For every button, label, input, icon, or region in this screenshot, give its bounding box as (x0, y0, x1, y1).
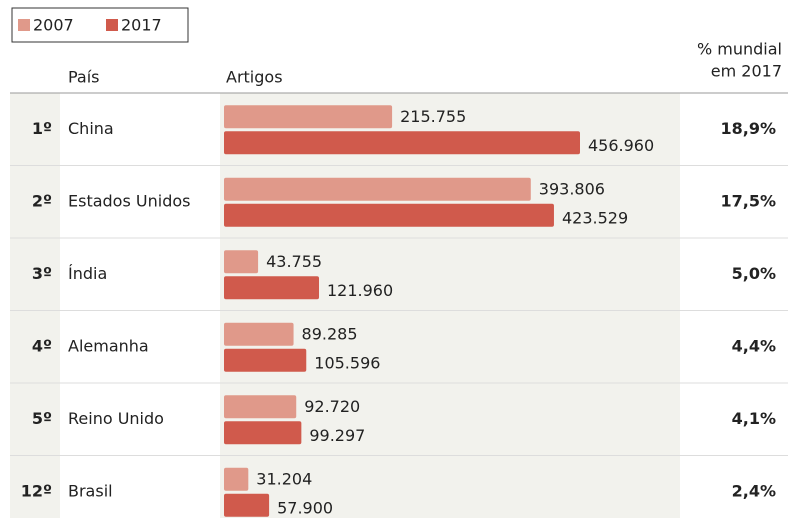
value-label: 43.755 (266, 252, 322, 271)
share: 4,4% (732, 336, 776, 355)
share: 5,0% (732, 264, 776, 283)
value-label: 99.297 (309, 426, 365, 445)
legend-swatch (106, 19, 118, 31)
value-label: 423.529 (562, 208, 628, 227)
value-label: 456.960 (588, 136, 654, 155)
bar (224, 105, 393, 129)
country: Alemanha (68, 336, 149, 355)
rank: 12º (21, 481, 52, 500)
share: 2,4% (732, 481, 776, 500)
value-label: 89.285 (302, 324, 358, 343)
bar (224, 421, 302, 445)
bar (224, 467, 249, 491)
country: Brasil (68, 481, 113, 500)
country: China (68, 119, 114, 138)
legend-label: 2017 (121, 16, 162, 35)
bar (224, 131, 580, 155)
bar (224, 493, 270, 517)
header-share: % mundial (697, 40, 782, 59)
country: Índia (68, 264, 107, 283)
legend-swatch (18, 19, 30, 31)
value-label: 57.900 (277, 498, 333, 517)
value-label: 105.596 (314, 353, 380, 372)
rank: 3º (32, 264, 52, 283)
bar (224, 177, 531, 201)
rank: 2º (32, 191, 52, 210)
header-articles: Artigos (226, 68, 283, 87)
rank-column-bg (10, 93, 60, 518)
share: 4,1% (732, 409, 776, 428)
bar (224, 348, 307, 372)
value-label: 393.806 (539, 179, 605, 198)
bar-column-bg (220, 93, 680, 518)
bar (224, 250, 259, 274)
bar (224, 203, 554, 227)
value-label: 121.960 (327, 281, 393, 300)
share: 17,5% (720, 191, 776, 210)
rank: 4º (32, 336, 52, 355)
rank: 1º (32, 119, 52, 138)
legend-box (11, 7, 189, 43)
share: 18,9% (720, 119, 776, 138)
bar (224, 322, 294, 346)
rank: 5º (32, 409, 52, 428)
value-label: 31.204 (256, 469, 312, 488)
value-label: 215.755 (400, 107, 466, 126)
value-label: 92.720 (304, 397, 360, 416)
bar (224, 276, 320, 300)
country: Reino Unido (68, 409, 164, 428)
header-country: País (68, 68, 100, 87)
legend-label: 2007 (33, 16, 74, 35)
bar (224, 395, 297, 419)
country: Estados Unidos (68, 191, 190, 210)
header-share: em 2017 (711, 62, 782, 81)
